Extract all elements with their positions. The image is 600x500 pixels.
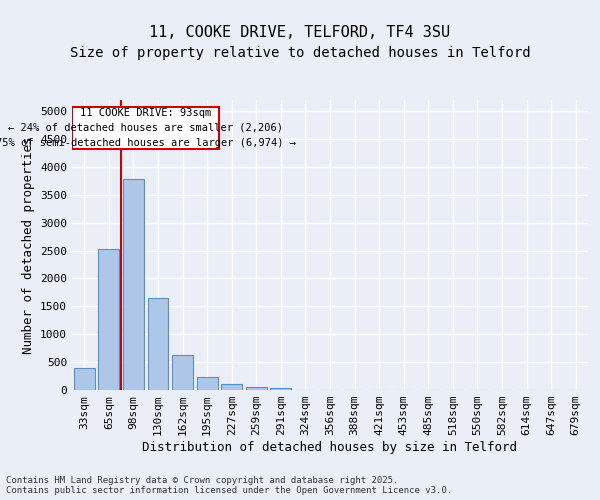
Bar (246, 386, 267, 390)
Y-axis label: Number of detached properties: Number of detached properties (22, 136, 35, 354)
Text: Contains HM Land Registry data © Crown copyright and database right 2025.
Contai: Contains HM Land Registry data © Crown c… (6, 476, 452, 495)
FancyBboxPatch shape (73, 108, 220, 148)
Bar (221, 384, 242, 390)
X-axis label: Distribution of detached houses by size in Telford: Distribution of detached houses by size … (143, 441, 517, 454)
Text: 11 COOKE DRIVE: 93sqm
← 24% of detached houses are smaller (2,206)
75% of semi-d: 11 COOKE DRIVE: 93sqm ← 24% of detached … (0, 108, 296, 148)
Bar (172, 356, 193, 390)
Bar (148, 298, 169, 390)
Bar (123, 179, 144, 390)
Text: 11, COOKE DRIVE, TELFORD, TF4 3SU: 11, COOKE DRIVE, TELFORD, TF4 3SU (149, 25, 451, 40)
Bar (197, 377, 218, 390)
Bar (74, 368, 95, 390)
Text: Size of property relative to detached houses in Telford: Size of property relative to detached ho… (70, 46, 530, 60)
Bar (271, 388, 292, 390)
Bar (98, 249, 119, 390)
